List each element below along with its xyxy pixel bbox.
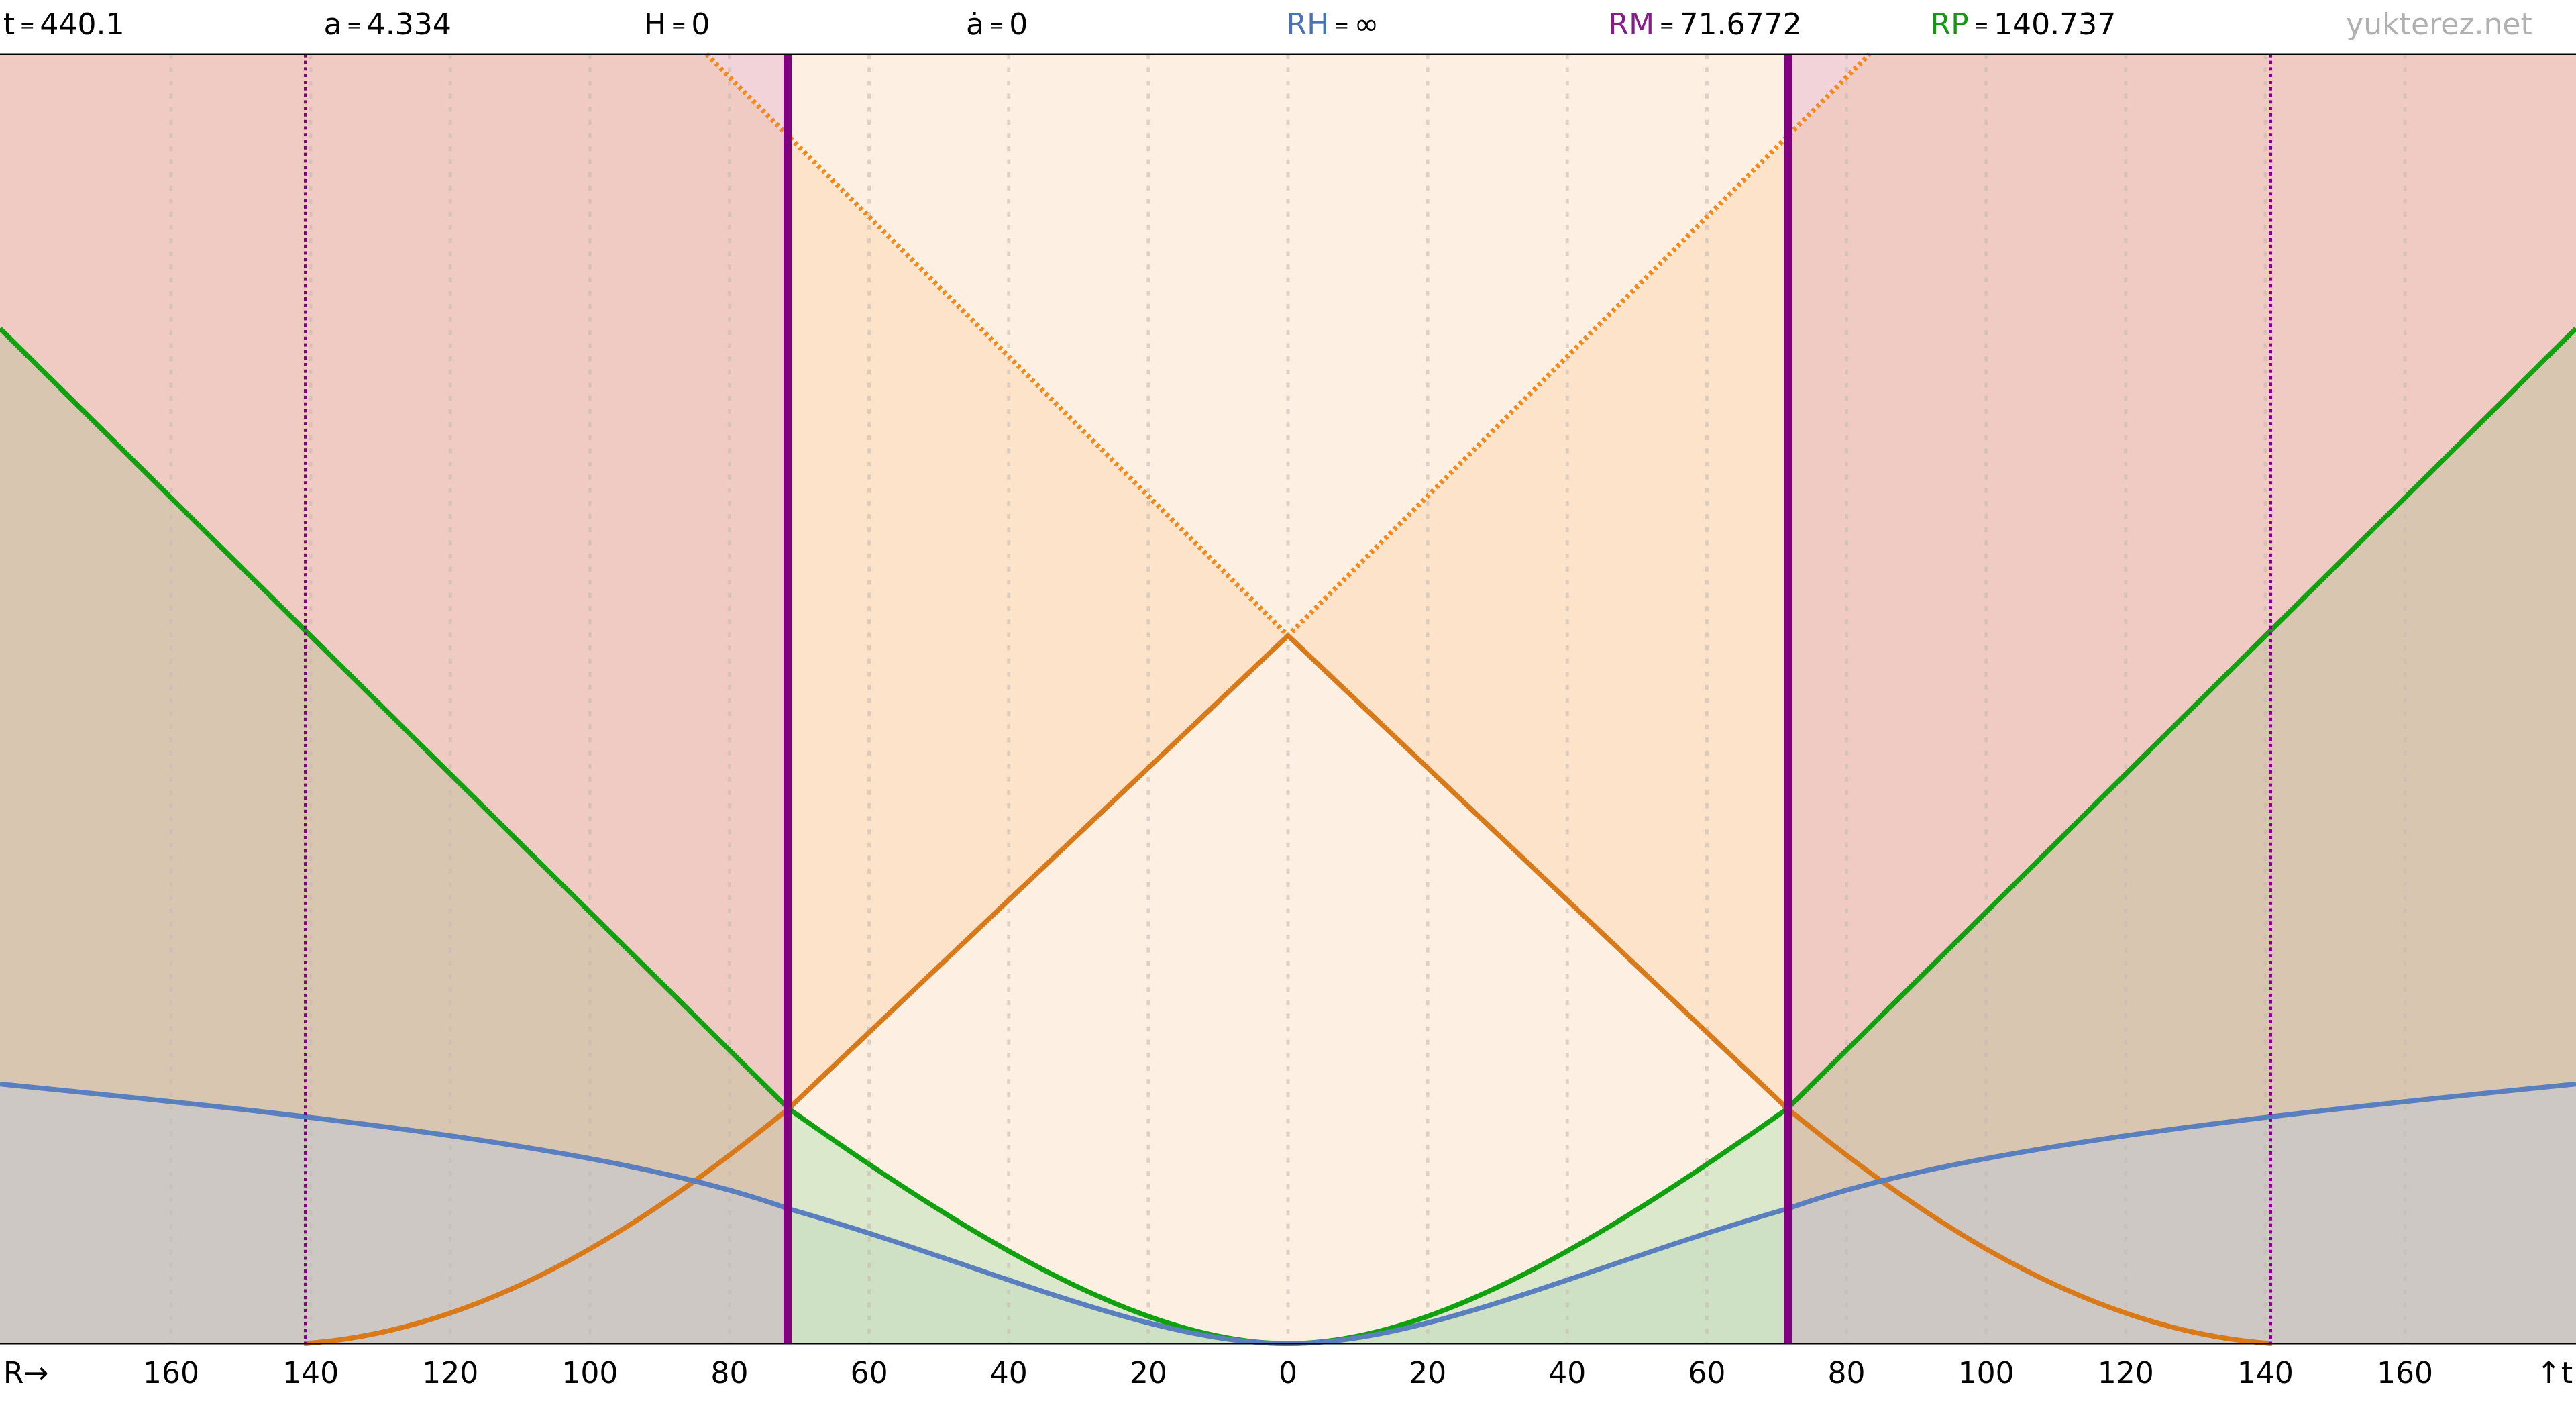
header-sep: =	[1974, 15, 1989, 36]
x-tick-label: 60	[1688, 1356, 1725, 1390]
x-tick-label: 60	[851, 1356, 888, 1390]
x-tick-label: 140	[2237, 1356, 2294, 1390]
header-value: ∞	[1354, 7, 1379, 42]
header-name: RH	[1287, 7, 1330, 42]
header-sep: =	[20, 15, 36, 36]
header-name: H	[644, 7, 666, 42]
x-tick-label: 0	[1279, 1356, 1297, 1390]
y-axis-label: ↑t	[2536, 1356, 2573, 1390]
x-tick-label: 160	[143, 1356, 199, 1390]
header-name: RM	[1609, 7, 1655, 42]
header-item: ȧ = 0	[966, 7, 1028, 42]
header-item: t = 440.1	[3, 7, 125, 42]
header-name: RP	[1931, 7, 1969, 42]
header-value: 0	[1009, 7, 1028, 42]
orange-region	[788, 140, 1288, 1109]
header-item: RM = 71.6772	[1609, 7, 1802, 42]
orange-region	[1288, 140, 1788, 1109]
header-item: H = 0	[644, 7, 710, 42]
x-tick-label: 100	[561, 1356, 618, 1390]
blue-area-inner	[788, 1208, 1788, 1344]
header-sep: =	[1660, 15, 1675, 36]
header-sep: =	[1334, 15, 1350, 36]
header-item: a = 4.334	[323, 7, 451, 42]
x-tick-label: 80	[710, 1356, 748, 1390]
header-value: 140.737	[1994, 7, 2116, 42]
header-item: RH = ∞	[1287, 7, 1379, 42]
site: yukterez.net	[2346, 7, 2532, 42]
x-tick-label: 20	[1409, 1356, 1446, 1390]
x-tick-label: 40	[1548, 1356, 1586, 1390]
green-area	[0, 328, 789, 1344]
x-tick-label: 140	[282, 1356, 339, 1390]
header-name: t	[3, 7, 15, 42]
header-name: a	[323, 7, 341, 42]
header-sep: =	[671, 15, 686, 36]
header-item: RP = 140.737	[1931, 7, 2116, 42]
header-sep: =	[347, 15, 362, 36]
x-axis-label: R→	[3, 1356, 49, 1390]
header-value: 0	[691, 7, 710, 42]
x-tick-label: 160	[2377, 1356, 2433, 1390]
orange-curve	[303, 632, 2273, 1346]
header-value: 4.334	[367, 7, 451, 42]
x-tick-label: 120	[422, 1356, 478, 1390]
x-tick-label: 80	[1827, 1356, 1865, 1390]
header-value: 71.6772	[1679, 7, 1801, 42]
x-tick-label: 40	[990, 1356, 1028, 1390]
green-area	[1787, 328, 2576, 1344]
green-area-inner	[788, 1108, 1788, 1344]
header-sep: =	[989, 15, 1004, 36]
x-tick-label: 20	[1130, 1356, 1167, 1390]
header-name: ȧ	[966, 7, 984, 42]
header-value: 440.1	[40, 7, 124, 42]
x-tick-label: 120	[2098, 1356, 2154, 1390]
x-tick-label: 100	[1958, 1356, 2015, 1390]
